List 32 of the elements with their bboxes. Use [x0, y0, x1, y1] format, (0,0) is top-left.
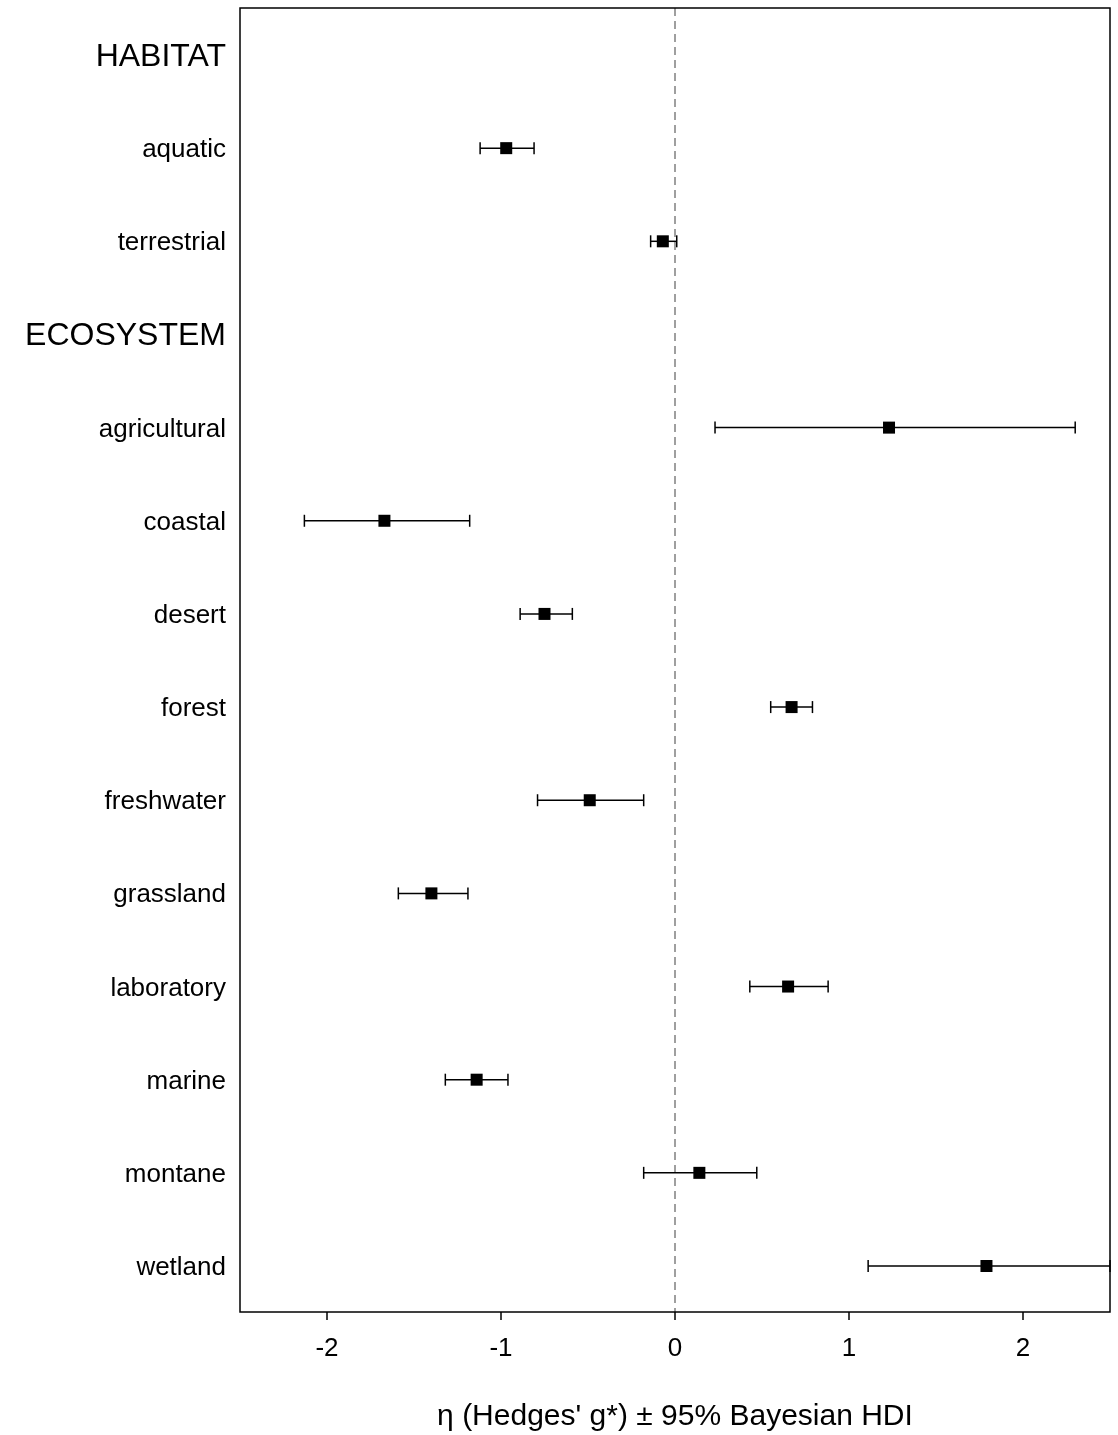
x-tick-label: 2 [1015, 1332, 1031, 1362]
y-tick-label: terrestrial [117, 226, 226, 257]
point [883, 421, 896, 434]
y-tick-label: agricultural [98, 412, 226, 443]
point [583, 794, 596, 807]
x-tick-label: 0 [667, 1332, 683, 1362]
y-tick-label: grassland [113, 878, 226, 909]
y-tick-label: laboratory [110, 971, 226, 1002]
point [656, 235, 669, 248]
point [782, 980, 795, 993]
y-tick-label: ECOSYSTEM [25, 316, 226, 353]
point [500, 142, 513, 155]
y-tick-label: aquatic [142, 133, 226, 164]
y-tick-label: wetland [135, 1251, 226, 1281]
point [980, 1260, 993, 1272]
y-tick-label: desert [153, 598, 227, 629]
x-tick-label: -2 [315, 1332, 339, 1362]
y-tick-label: montane [124, 1157, 226, 1188]
point [693, 1166, 706, 1179]
y-tick-label: coastal [143, 505, 226, 536]
y-tick-label: freshwater [104, 785, 227, 816]
x-axis-title: η (Hedges' g*) ± 95% Bayesian HDI [437, 1398, 913, 1431]
y-tick-label: forest [160, 692, 227, 723]
point [470, 1073, 483, 1086]
y-tick-label: marine [146, 1064, 226, 1095]
point [378, 514, 391, 527]
point [425, 887, 438, 900]
point [538, 607, 551, 620]
x-tick-label: -1 [489, 1332, 513, 1362]
x-tick-label: 1 [841, 1332, 857, 1362]
y-tick-label: HABITAT [95, 37, 226, 73]
point [785, 701, 798, 714]
